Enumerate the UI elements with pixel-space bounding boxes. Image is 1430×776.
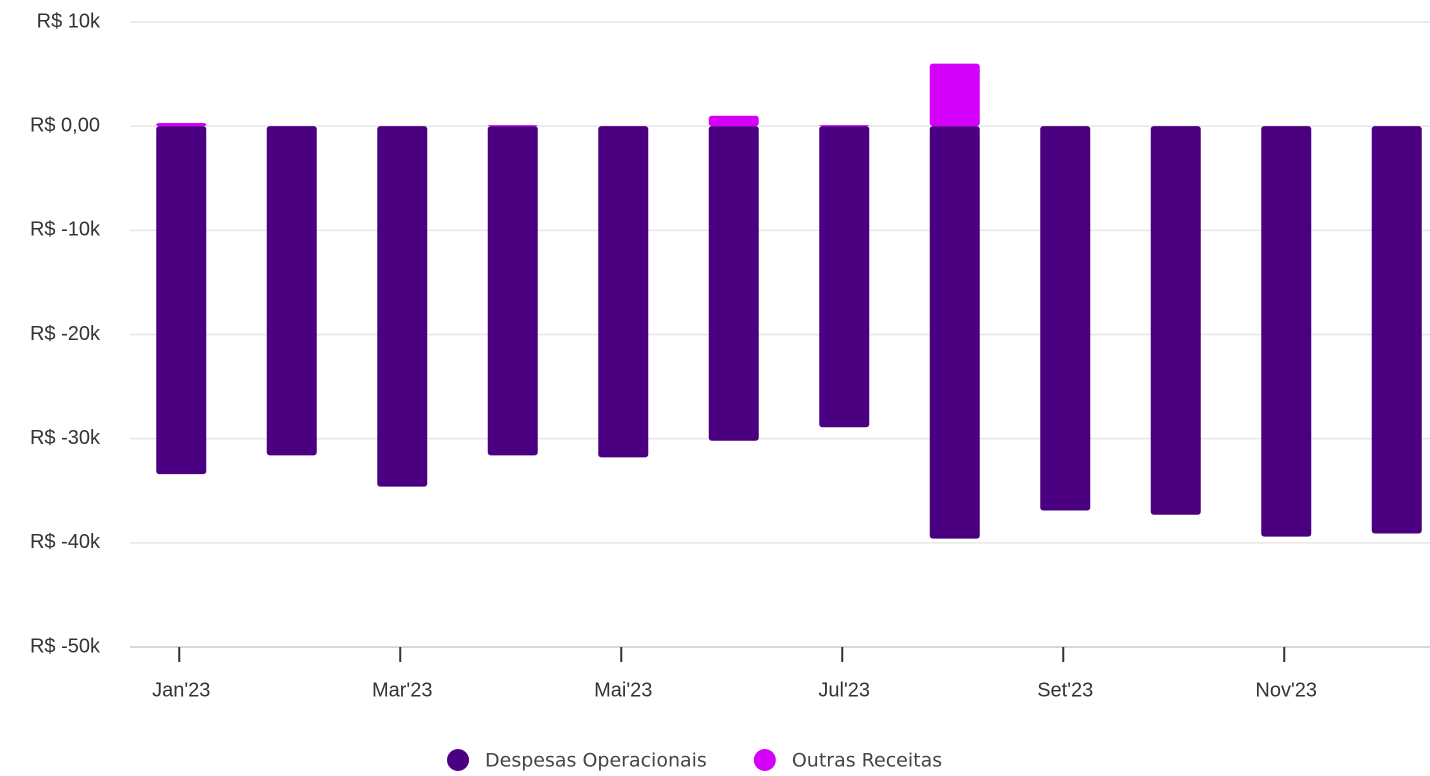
- bar: [156, 126, 207, 475]
- bar: [1371, 126, 1422, 534]
- bar: [929, 126, 980, 539]
- y-tick-label: R$ -10k: [30, 219, 101, 241]
- bar: [819, 125, 870, 127]
- bar: [819, 126, 870, 428]
- x-tick-label: Nov'23: [1255, 679, 1317, 701]
- legend-marker: [447, 749, 469, 771]
- bar: [929, 63, 980, 127]
- bar: [1150, 126, 1201, 515]
- bar: [598, 126, 649, 458]
- legend-text: Outras Receitas: [792, 750, 942, 772]
- y-tick-label: R$ 10k: [37, 10, 101, 32]
- legend-text: Despesas Operacionais: [485, 750, 707, 772]
- bar: [156, 123, 207, 127]
- bar: [708, 126, 759, 441]
- x-tick-label: Set'23: [1037, 679, 1093, 701]
- bar: [266, 126, 317, 456]
- y-tick-label: R$ -40k: [30, 531, 101, 553]
- bar: [1040, 126, 1091, 511]
- bar: [487, 126, 538, 456]
- bar: [487, 125, 538, 127]
- bar: [708, 115, 759, 127]
- x-tick-label: Mar'23: [372, 679, 433, 701]
- x-tick-label: Mai'23: [594, 679, 652, 701]
- y-tick-label: R$ -50k: [30, 635, 101, 657]
- y-tick-label: R$ -30k: [30, 427, 101, 449]
- x-tick-label: Jul'23: [818, 679, 870, 701]
- bar: [377, 126, 428, 487]
- y-tick-label: R$ 0,00: [30, 114, 100, 136]
- x-tick-label: Jan'23: [152, 679, 210, 701]
- y-tick-label: R$ -20k: [30, 323, 101, 345]
- bar: [1261, 126, 1312, 537]
- legend-marker: [753, 749, 776, 771]
